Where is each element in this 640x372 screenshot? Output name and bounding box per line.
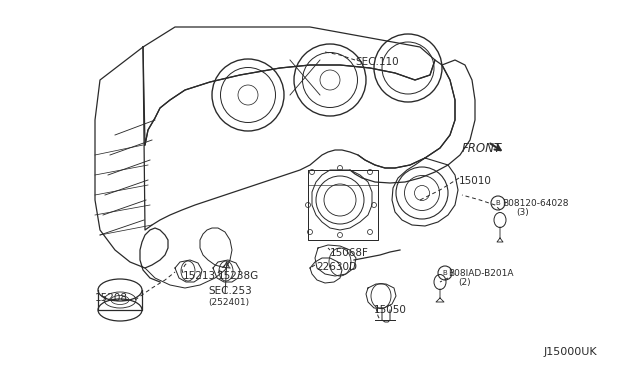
- Text: 15208: 15208: [95, 293, 128, 303]
- Text: 15068F: 15068F: [330, 248, 369, 258]
- Text: B08IAD-B201A: B08IAD-B201A: [448, 269, 513, 278]
- Text: SEC.110: SEC.110: [355, 57, 399, 67]
- Text: (2): (2): [458, 279, 470, 288]
- Text: B: B: [443, 270, 447, 276]
- Text: (3): (3): [516, 208, 529, 218]
- Text: B08120-64028: B08120-64028: [502, 199, 568, 208]
- Text: 15213: 15213: [183, 271, 216, 281]
- Text: 15238G: 15238G: [218, 271, 259, 281]
- Text: 15010: 15010: [459, 176, 492, 186]
- Text: 22630D: 22630D: [316, 262, 357, 272]
- Text: FRONT: FRONT: [462, 141, 502, 154]
- Text: 15050: 15050: [374, 305, 407, 315]
- Text: B: B: [495, 200, 500, 206]
- Text: SEC.253: SEC.253: [208, 286, 252, 296]
- Text: J15000UK: J15000UK: [543, 347, 597, 357]
- Text: (252401): (252401): [208, 298, 249, 307]
